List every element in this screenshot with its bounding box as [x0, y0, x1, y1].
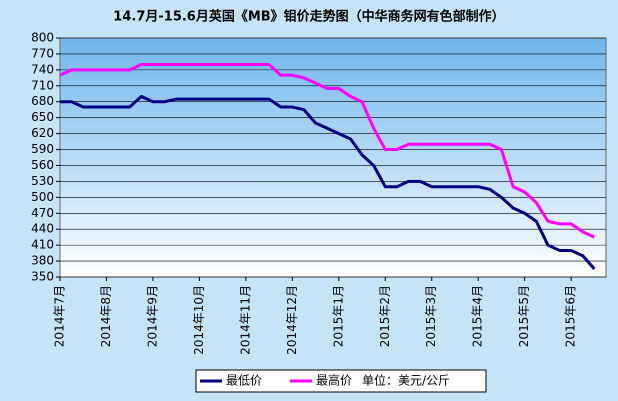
y-tick-label: 650: [31, 110, 54, 124]
x-tick-label: 2014年12月: [285, 285, 299, 355]
x-tick-label: 2014年9月: [145, 285, 159, 347]
y-tick-label: 620: [31, 126, 54, 140]
y-tick-label: 680: [31, 94, 54, 108]
line-series: [60, 94, 596, 271]
x-tick-label: 2015年2月: [378, 285, 392, 347]
y-tick-label: 470: [31, 206, 54, 220]
y-tick-label: 530: [31, 174, 54, 188]
y-tick-label: 380: [31, 254, 54, 268]
legend-label: 最高价: [316, 373, 352, 388]
y-tick-label: 440: [31, 222, 54, 236]
y-tick-label: 590: [31, 142, 54, 156]
y-tick-label: 350: [31, 270, 54, 284]
y-tick-label: 500: [31, 190, 54, 204]
x-tick-label: 2015年4月: [471, 285, 485, 347]
chart-title: 14.7月-15.6月英国《MB》钼价走势图（中华商务网有色部制作）: [113, 9, 504, 25]
x-tick-label: 2014年10月: [192, 285, 206, 355]
line-series: [59, 63, 596, 239]
plot-area: [59, 37, 607, 278]
x-tick-label: 2014年8月: [99, 285, 113, 347]
y-tick-label: 710: [31, 78, 54, 92]
unit-note: 单位：美元/公斤: [362, 373, 450, 388]
legend-box: [195, 369, 487, 393]
y-tick-label: 410: [31, 238, 54, 252]
x-tick-label: 2015年3月: [424, 285, 438, 347]
y-tick-label: 800: [31, 31, 54, 45]
x-tick-label: 2014年7月: [53, 285, 67, 347]
x-tick-label: 2015年6月: [564, 285, 578, 347]
y-tick-label: 740: [31, 62, 54, 76]
x-tick-label: 2015年5月: [517, 285, 531, 347]
x-tick-label: 2014年11月: [238, 285, 252, 355]
x-tick-label: 2015年1月: [331, 285, 345, 347]
legend-label: 最低价: [226, 374, 262, 388]
y-tick-label: 770: [31, 46, 54, 60]
y-tick-label: 560: [31, 158, 54, 172]
